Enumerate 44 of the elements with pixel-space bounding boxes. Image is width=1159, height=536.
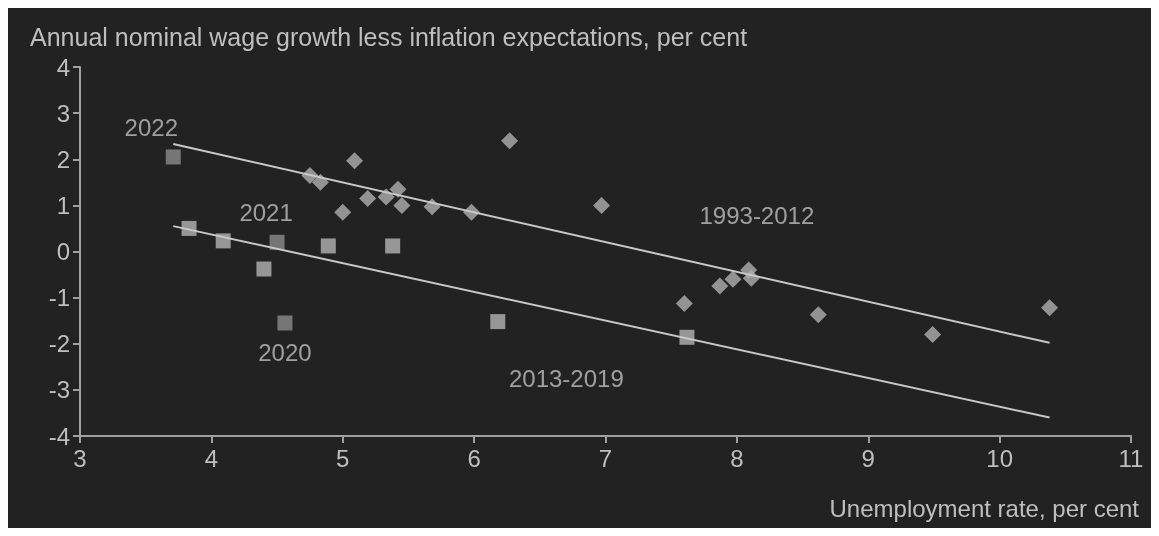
point [359, 189, 377, 207]
x-tick-label: 7 [598, 444, 613, 472]
point [320, 238, 336, 254]
y-tick-label: 2 [56, 145, 70, 173]
x-tick-label: 11 [1118, 444, 1144, 472]
y-tick-label: 3 [56, 99, 70, 127]
y-tick-label: -2 [48, 330, 70, 358]
annotation: 2022 [124, 114, 178, 142]
x-tick-label: 10 [986, 444, 1013, 472]
point [256, 261, 272, 277]
point [277, 315, 293, 331]
point [389, 180, 407, 198]
x-tick-label: 3 [73, 444, 87, 472]
point [711, 277, 729, 295]
y-tick-label: 1 [56, 191, 70, 219]
point [924, 326, 942, 344]
y-tick-label: -1 [48, 284, 70, 312]
annotation: 2020 [258, 339, 312, 367]
x-tick-label: 4 [204, 444, 219, 472]
point [593, 196, 611, 214]
x-tick-label: 8 [730, 444, 744, 472]
point [385, 238, 401, 254]
x-tick-label: 6 [467, 444, 481, 472]
annotation: 2013-2019 [508, 364, 624, 392]
x-tick-label: 5 [336, 444, 350, 472]
annotation: 1993-2012 [699, 202, 815, 230]
point [809, 306, 827, 324]
y-tick-label: -4 [48, 422, 70, 450]
point [501, 132, 519, 150]
y-tick-label: 4 [56, 53, 70, 81]
point [675, 295, 693, 313]
point [165, 149, 181, 165]
point [490, 314, 506, 330]
y-tick-label: -3 [48, 376, 70, 404]
x-tick-label: 9 [861, 444, 875, 472]
y-tick-label: 0 [56, 238, 70, 265]
point [393, 196, 411, 214]
y-axis-title: Annual nominal wage growth less inflation expectations, per cent [30, 22, 748, 51]
point [334, 203, 352, 221]
point [1041, 299, 1059, 317]
annotation: 2021 [239, 198, 293, 226]
x-axis-title: Unemployment rate, per cent [829, 494, 1140, 522]
point [346, 152, 364, 170]
point [724, 270, 742, 288]
